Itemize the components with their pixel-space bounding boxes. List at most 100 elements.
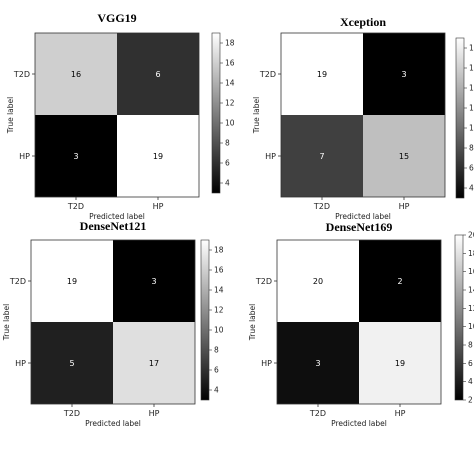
y-tick-label: HP [19,152,30,161]
y-tick-label: HP [265,152,276,161]
y-axis-label: True label [252,97,261,134]
y-tick-label: HP [15,359,26,368]
heatmap-cell [31,240,113,322]
heatmap-cell [281,33,363,115]
y-tick-label: T2D [255,277,272,286]
panel-title: DenseNet169 [326,220,393,234]
cell-value-label: 3 [73,152,78,161]
colorbar-tick-label: 10 [214,326,224,335]
colorbar-tick-label: 10 [225,119,235,128]
colorbar-tick-label: 12 [469,104,474,113]
confusion-matrix-panel: VGG19 16 6 3 19 T2D HP T2D HP Predicted label True… [6,11,235,221]
x-axis-label: Predicted label [85,419,141,428]
colorbar-tick-label: 14 [225,79,235,88]
colorbar-tick-label: 8 [468,341,473,350]
confusion-matrix-panel: DenseNet121 19 3 5 17 T2D HP T2D HP Predicted lab… [2,219,224,428]
heatmap-cell [113,240,195,322]
confusion-matrix-panel: Xception 19 3 7 15 T2D HP T2D HP Predicted label T… [252,15,474,221]
plot-frame [276,239,442,405]
heatmap-cell [359,322,441,404]
cell-value-label: 16 [71,70,81,79]
colorbar-tick-label: 14 [214,286,224,295]
colorbar-tick-label: 6 [214,366,219,375]
colorbar-tick-label: 4 [469,184,474,193]
cell-value-label: 15 [399,152,409,161]
x-tick-label: HP [399,202,410,211]
cell-value-label: 3 [151,277,156,286]
y-tick-label: T2D [9,277,26,286]
colorbar-tick-label: 4 [214,386,219,395]
colorbar-tick-label: 18 [225,39,235,48]
x-tick-label: T2D [309,409,326,418]
cell-value-label: 19 [67,277,77,286]
colorbar [454,234,464,401]
plot-frame [34,32,200,198]
colorbar-tick-label: 4 [225,179,230,188]
colorbar-tick-label: 18 [468,249,474,258]
colorbar-tick-label: 20 [468,231,474,240]
y-tick-label: T2D [259,70,276,79]
x-axis-label: Predicted label [89,212,145,221]
cell-value-label: 6 [155,70,160,79]
colorbar-tick-label: 12 [214,306,224,315]
colorbar-tick-label: 16 [214,266,224,275]
y-axis-label: True label [2,304,11,341]
x-tick-label: HP [395,409,406,418]
heatmap-cell [363,115,445,197]
colorbar-tick-label: 6 [469,164,474,173]
colorbar-tick-label: 18 [214,246,224,255]
colorbar-tick-label: 12 [225,99,235,108]
heatmap-cell [35,115,117,197]
y-axis-label: True label [248,304,257,341]
x-tick-label: HP [153,202,164,211]
colorbar-tick-label: 8 [214,346,219,355]
cell-value-label: 17 [149,359,159,368]
colorbar-tick-label: 10 [468,322,474,331]
cell-value-label: 5 [69,359,74,368]
heatmap-cell [35,33,117,115]
heatmap-cell [277,240,359,322]
colorbar-tick-label: 8 [225,139,230,148]
colorbar [455,37,465,199]
colorbar-tick-label: 18 [469,44,474,53]
heatmap-cell [117,115,199,197]
colorbar [211,32,221,194]
y-tick-label: HP [261,359,272,368]
x-tick-label: HP [149,409,160,418]
heatmap-cell [359,240,441,322]
colorbar [200,239,210,401]
colorbar-tick-label: 8 [469,144,474,153]
confusion-matrix-panel: DenseNet169 20 2 3 19 T2D HP T2D HP Predicted lab… [248,220,474,428]
cell-value-label: 19 [395,359,405,368]
colorbar-tick-label: 16 [225,59,235,68]
colorbar-tick-label: 6 [468,359,473,368]
y-axis-label: True label [6,97,15,134]
cell-value-label: 3 [401,70,406,79]
colorbar-tick-label: 16 [469,64,474,73]
cell-value-label: 19 [153,152,163,161]
colorbar-tick-label: 10 [469,124,474,133]
colorbar-tick-label: 6 [225,159,230,168]
heatmap-cell [117,33,199,115]
x-axis-label: Predicted label [331,419,387,428]
panel-title: VGG19 [97,11,136,25]
cell-value-label: 2 [397,277,402,286]
x-tick-label: T2D [67,202,84,211]
cell-value-label: 20 [313,277,323,286]
colorbar-tick-label: 14 [469,84,474,93]
cell-value-label: 7 [319,152,324,161]
colorbar-tick-label: 2 [468,396,473,405]
panel-title: DenseNet121 [80,219,147,233]
heatmap-cell [113,322,195,404]
colorbar-tick-label: 4 [468,377,473,386]
panel-title: Xception [340,15,386,29]
heatmap-cell [281,115,363,197]
heatmap-cell [363,33,445,115]
colorbar-tick-label: 14 [468,286,474,295]
colorbar-tick-label: 12 [468,304,474,313]
x-tick-label: T2D [313,202,330,211]
plot-frame [30,239,196,405]
x-tick-label: T2D [63,409,80,418]
heatmap-cell [277,322,359,404]
